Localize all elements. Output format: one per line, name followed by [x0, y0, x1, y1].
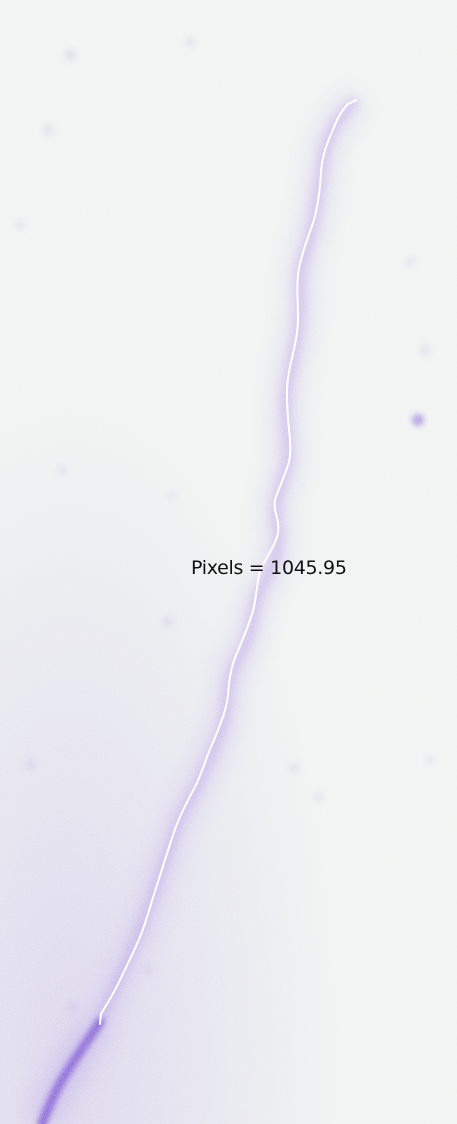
measurement-separator: =	[243, 557, 271, 579]
measurement-value: 1045.95	[270, 557, 347, 579]
measurement-name: Pixels	[191, 557, 244, 579]
measurement-label: Pixels = 1045.95	[191, 556, 347, 580]
